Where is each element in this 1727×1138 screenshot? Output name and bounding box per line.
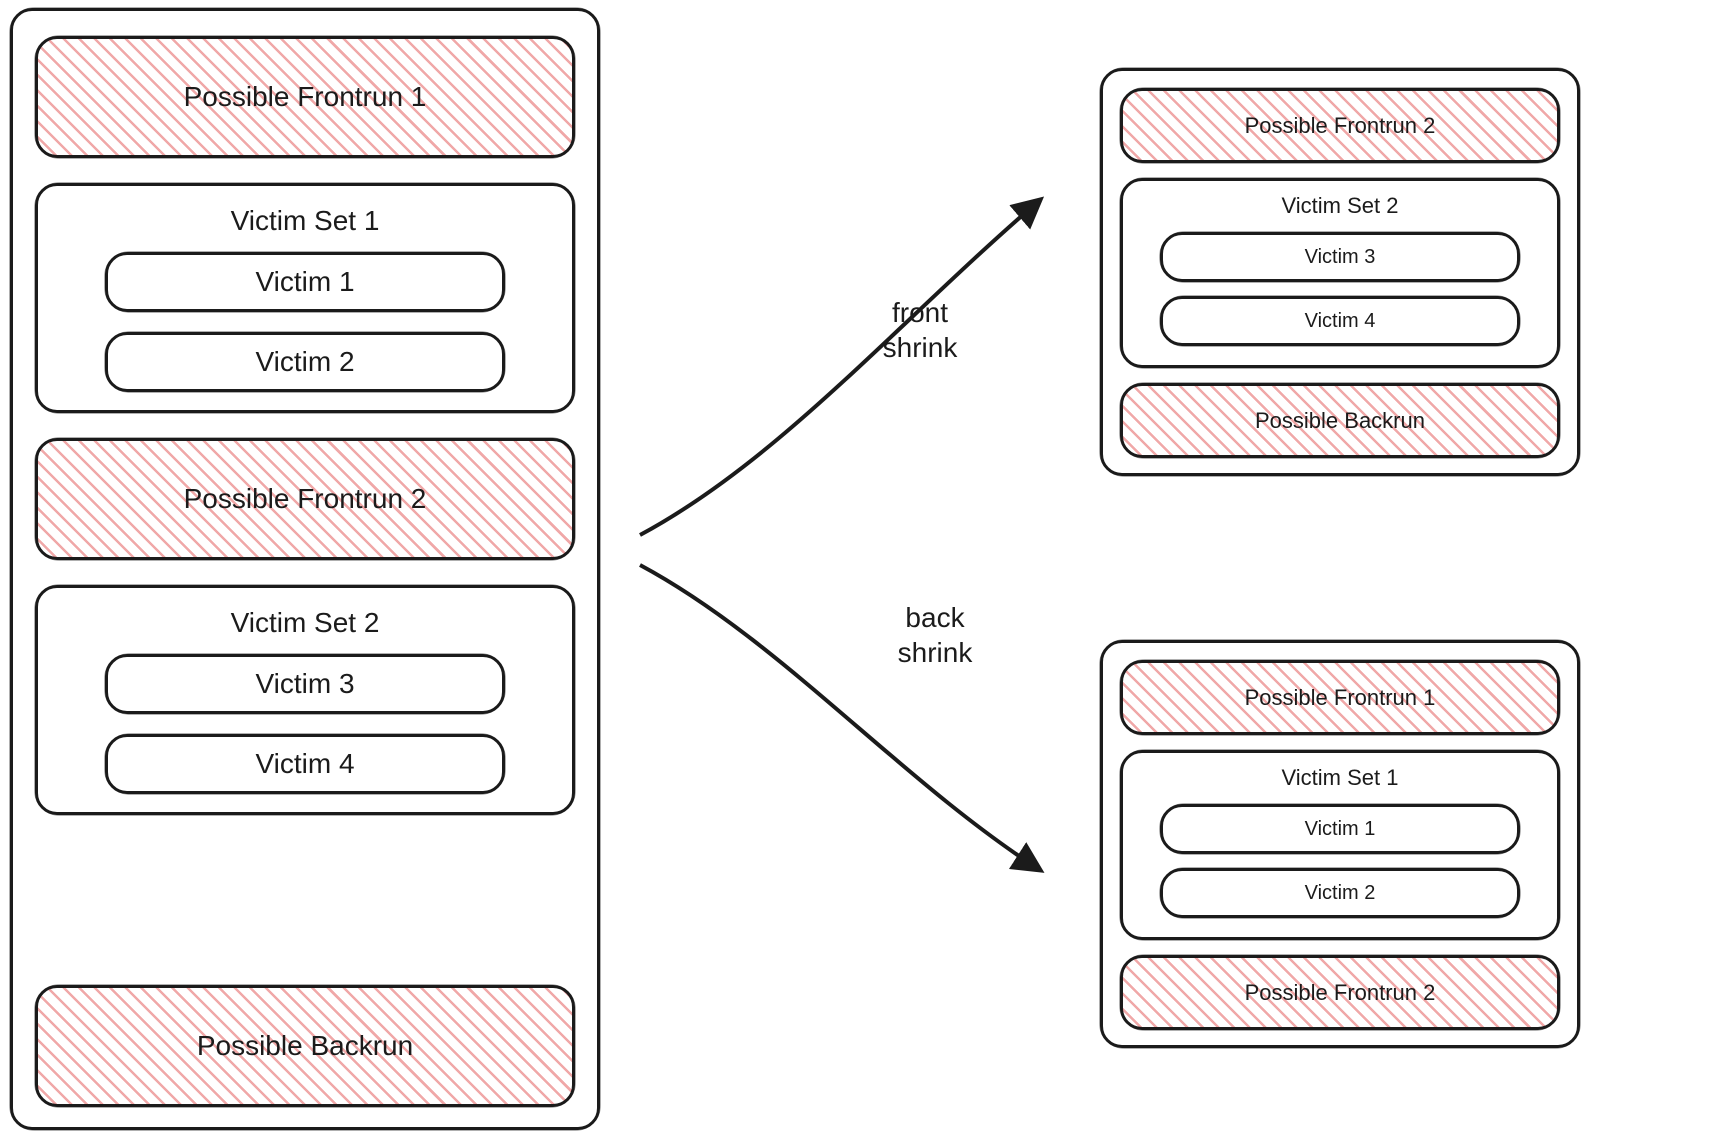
victim4-box: Victim 4 <box>105 734 505 794</box>
result-top-victim4-label: Victim 4 <box>1163 309 1517 333</box>
result-bottom-backrun-label: Possible Frontrun 2 <box>1123 979 1557 1005</box>
result-bottom-frontrun-label: Possible Frontrun 1 <box>1123 684 1557 710</box>
victim-set2-title: Victim Set 2 <box>38 606 572 640</box>
result-top-victim3-label: Victim 3 <box>1163 245 1517 269</box>
result-bottom-victim2-label: Victim 2 <box>1163 881 1517 905</box>
frontrun1-label: Possible Frontrun 1 <box>38 80 572 114</box>
victim2-label: Victim 2 <box>108 345 502 379</box>
result-top-frontrun: Possible Frontrun 2 <box>1120 88 1560 163</box>
main-backrun: Possible Backrun <box>35 985 575 1107</box>
front-shrink-label: front shrink <box>865 295 975 365</box>
victim2-box: Victim 2 <box>105 332 505 392</box>
victim4-label: Victim 4 <box>108 747 502 781</box>
result-top-victim4: Victim 4 <box>1160 296 1520 346</box>
victim1-box: Victim 1 <box>105 252 505 312</box>
result-top-backrun: Possible Backrun <box>1120 383 1560 458</box>
result-bottom-victim1-label: Victim 1 <box>1163 817 1517 841</box>
result-bottom-backrun: Possible Frontrun 2 <box>1120 955 1560 1030</box>
victim3-box: Victim 3 <box>105 654 505 714</box>
result-top-backrun-label: Possible Backrun <box>1123 407 1557 433</box>
back-shrink-label: back shrink <box>880 600 990 670</box>
result-bottom-victim1: Victim 1 <box>1160 804 1520 854</box>
diagram-canvas: Possible Frontrun 1 Victim Set 1 Victim … <box>0 0 1727 1138</box>
result-bottom-victim2: Victim 2 <box>1160 868 1520 918</box>
frontrun2-label: Possible Frontrun 2 <box>38 482 572 516</box>
main-frontrun1: Possible Frontrun 1 <box>35 36 575 158</box>
result-bottom-victim-set-title: Victim Set 1 <box>1123 765 1557 791</box>
result-bottom-frontrun: Possible Frontrun 1 <box>1120 660 1560 735</box>
result-top-frontrun-label: Possible Frontrun 2 <box>1123 112 1557 138</box>
victim-set1-title: Victim Set 1 <box>38 204 572 238</box>
result-top-victim3: Victim 3 <box>1160 232 1520 282</box>
main-frontrun2: Possible Frontrun 2 <box>35 438 575 560</box>
victim3-label: Victim 3 <box>108 667 502 701</box>
result-top-victim-set-title: Victim Set 2 <box>1123 193 1557 219</box>
victim1-label: Victim 1 <box>108 265 502 299</box>
backrun-label: Possible Backrun <box>38 1029 572 1063</box>
main-container <box>10 8 600 1130</box>
